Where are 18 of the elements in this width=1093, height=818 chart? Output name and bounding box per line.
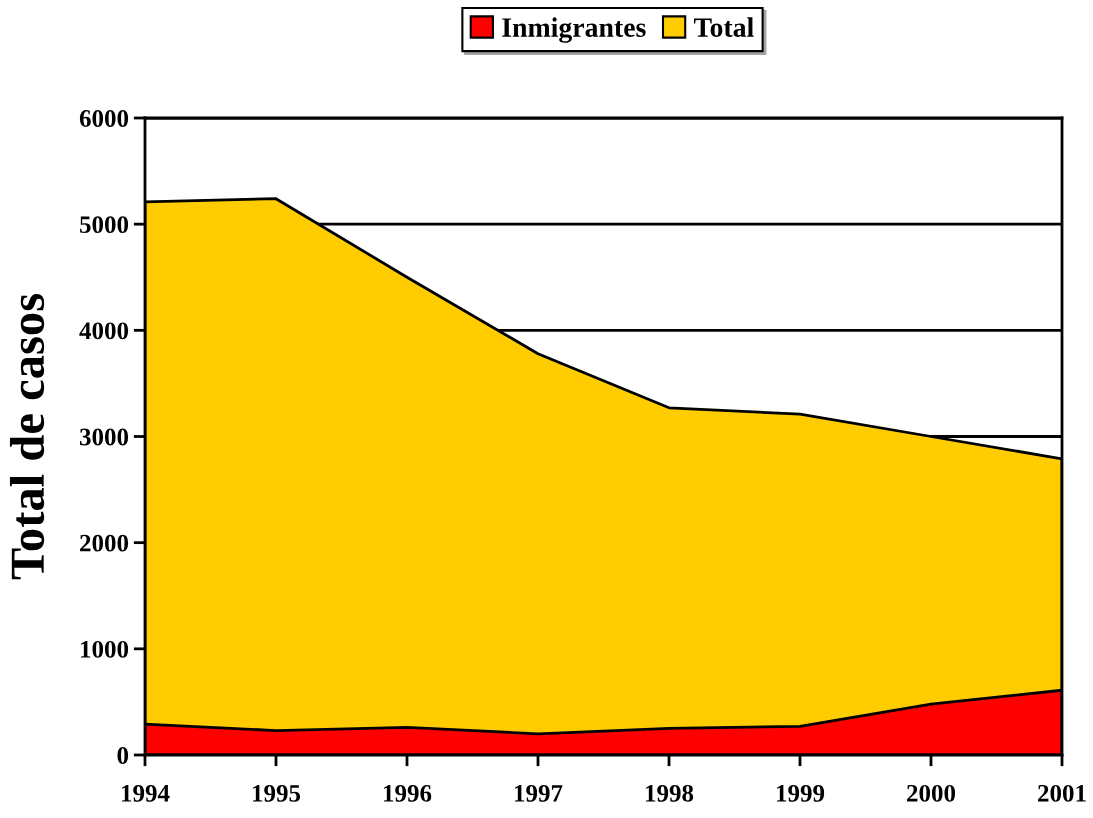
y-tick-label: 5000	[80, 216, 129, 234]
x-tick-label: 2000	[907, 784, 956, 802]
x-tick-label: 1997	[515, 784, 563, 802]
y-tick-label: 2000	[80, 534, 129, 552]
x-tick-label: 1994	[122, 784, 170, 802]
x-tick-label: 1996	[384, 784, 432, 802]
y-axis-title: Total de casos	[9, 294, 45, 580]
legend-label: Inmigrantes	[502, 17, 646, 43]
y-tick-label: 3000	[79, 428, 129, 446]
y-tick-label: 4000	[79, 322, 129, 340]
x-tick-label: 1999	[777, 784, 825, 802]
y-tick-label: 6000	[79, 110, 129, 127]
x-tick-label: 2001	[1038, 784, 1086, 802]
x-tick-label: 1995	[253, 784, 301, 802]
legend-label: Total	[693, 17, 754, 37]
y-tick-label: 1000	[81, 640, 129, 658]
y-tick-label: 0	[117, 747, 129, 764]
x-tick-label: 1998	[646, 784, 694, 802]
